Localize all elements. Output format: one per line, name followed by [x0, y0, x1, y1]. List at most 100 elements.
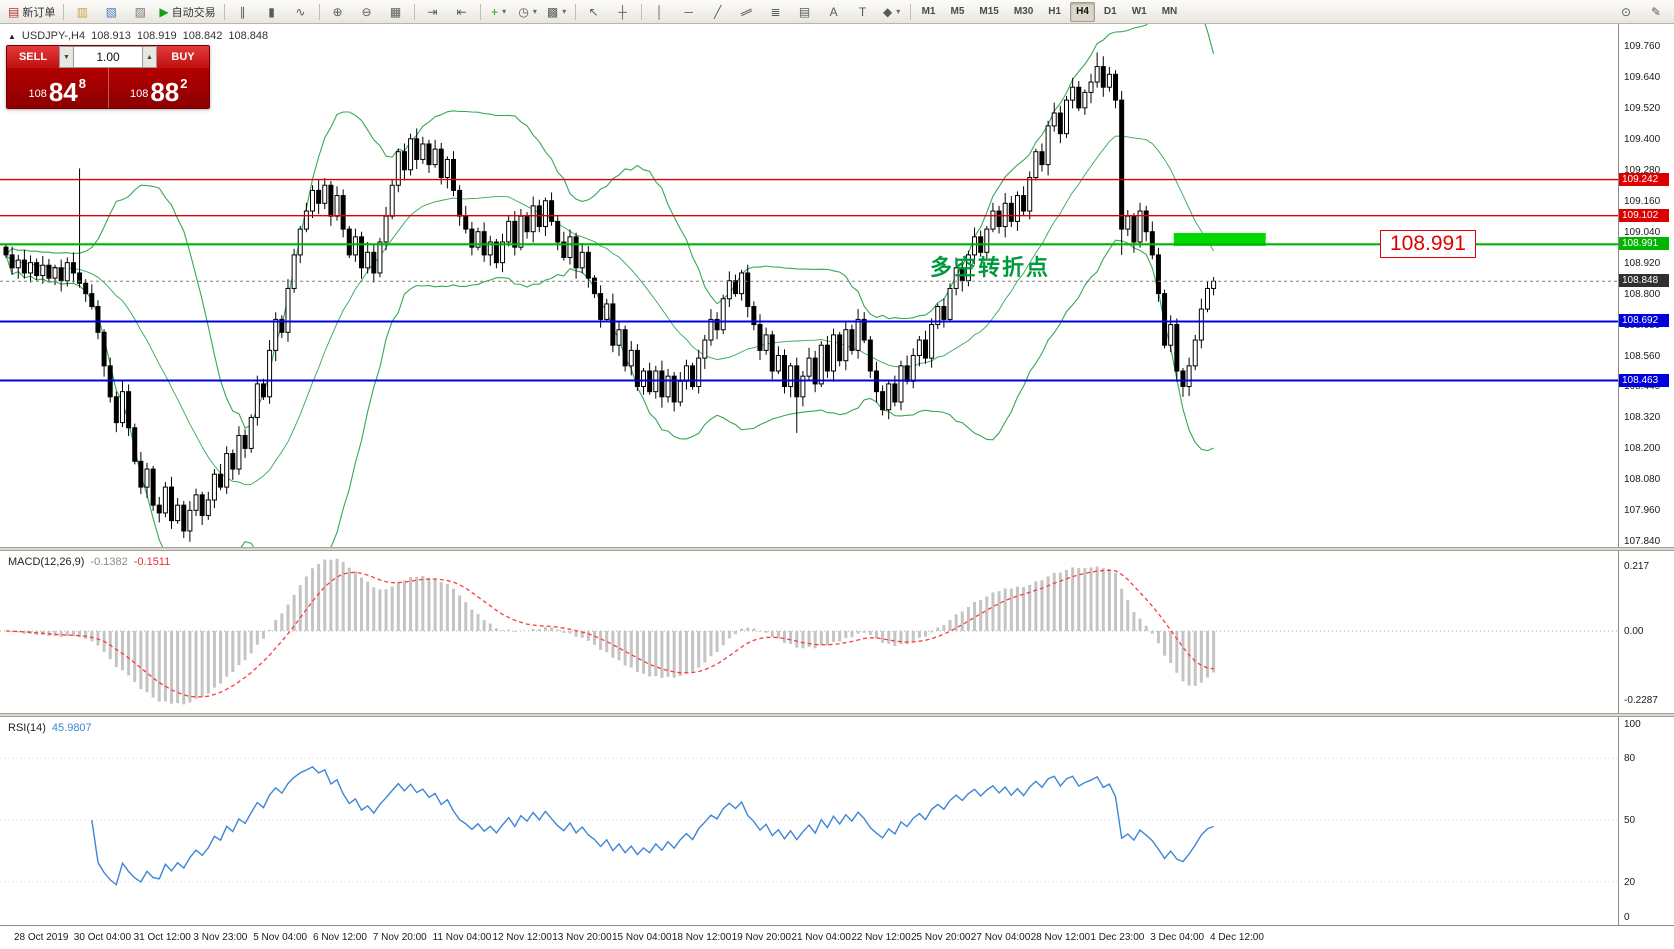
shapes-grid-icon: ▤ [798, 4, 811, 19]
text-button[interactable]: A [820, 1, 848, 23]
fibonacci-button[interactable]: ≣ [762, 1, 790, 23]
sell-price-pip: 8 [78, 76, 86, 91]
search-button[interactable]: ⊙ [1612, 1, 1640, 23]
axis-tick-label: 0.00 [1624, 626, 1644, 637]
collapse-arrow-icon[interactable]: ▲ [8, 31, 16, 41]
indicators-button[interactable]: + ▾ [485, 1, 513, 23]
zoom-in-button[interactable]: ⊕ [324, 1, 352, 23]
line-chart-button[interactable]: ∿ [287, 1, 315, 23]
rsi-panel-separator[interactable] [0, 713, 1674, 717]
chart-shift-button[interactable]: ⇤ [448, 1, 476, 23]
macd-panel-separator[interactable] [0, 547, 1674, 551]
macd-indicator-panel[interactable] [0, 551, 1618, 713]
timeframe-m5[interactable]: M5 [950, 6, 965, 17]
cursor-button[interactable]: ↖ [580, 1, 608, 23]
time-axis-label: 4 Dec 12:00 [1210, 932, 1264, 943]
timeframe-d1[interactable]: D1 [1103, 6, 1117, 17]
time-axis-label: 6 Nov 12:00 [313, 932, 367, 943]
axis-tick-label: 80 [1624, 753, 1636, 765]
axis-tick-label: 107.840 [1624, 536, 1661, 548]
new-order-button[interactable]: ▤ 新订单 [4, 1, 59, 23]
timeframe-m30[interactable]: M30 [1013, 6, 1034, 17]
axis-tick-label: 107.960 [1624, 505, 1661, 517]
time-axis-label: 15 Nov 04:00 [612, 932, 672, 943]
time-axis-label: 13 Nov 20:00 [552, 932, 612, 943]
search-icon: ⊙ [1620, 4, 1632, 19]
price-tag: 108.692 [1619, 314, 1669, 328]
macd-title: MACD(12,26,9) [8, 556, 85, 568]
chart-info-line: ▲ USDJPY-,H4 108.913 108.919 108.842 108… [8, 30, 268, 42]
shapes-grid-button[interactable]: ▤ [791, 1, 819, 23]
time-axis-label: 7 Nov 20:00 [372, 932, 427, 943]
horizontal-line-button[interactable]: ─ [675, 1, 703, 23]
timeframe-w1[interactable]: W1 [1131, 6, 1147, 17]
auto-scroll-icon: ⇥ [427, 4, 438, 19]
timeframe-h1[interactable]: H1 [1048, 6, 1062, 17]
timeframe-m15[interactable]: M15 [979, 6, 999, 17]
text-label-icon: T [858, 4, 867, 19]
text-label-button[interactable]: T [849, 1, 877, 23]
toolbar-separator [479, 3, 481, 20]
arrows-button[interactable]: ◆ ▾ [878, 1, 906, 23]
buy-price-pip: 2 [180, 76, 188, 91]
candlestick-button[interactable]: ▮ [258, 1, 286, 23]
edit-button[interactable]: ✎ [1642, 1, 1670, 23]
time-axis-label: 3 Dec 04:00 [1150, 932, 1205, 943]
timeframe-m1[interactable]: M1 [921, 6, 936, 17]
vertical-line-icon: │ [655, 4, 664, 19]
main-price-chart[interactable] [0, 24, 1618, 547]
volume-input[interactable]: 1.00 [74, 46, 142, 68]
bar-chart-button[interactable]: ∥ [229, 1, 257, 23]
timeframe-h4[interactable]: H4 [1070, 1, 1095, 22]
axis-tick-label: 108.800 [1624, 288, 1661, 300]
autotrading-icon: ▶ [159, 4, 169, 19]
new-order-icon: ▤ [8, 4, 20, 19]
data-window-button[interactable]: ▧ [97, 1, 125, 23]
buy-price[interactable]: 108 88 2 [109, 68, 210, 108]
trendline-button[interactable]: ╱ [704, 1, 732, 23]
dropdown-caret-icon: ▾ [896, 7, 901, 16]
data-window-icon: ▧ [105, 4, 118, 19]
price-axis[interactable]: 109.760 109.640 109.520 109.400 109.280 109.1… [1618, 24, 1674, 925]
channel-button[interactable]: ∥ [733, 1, 761, 23]
auto-scroll-button[interactable]: ⇥ [419, 1, 447, 23]
periods-button[interactable]: ◷ ▾ [514, 1, 542, 23]
axis-tick-label: 109.640 [1624, 71, 1661, 83]
one-click-trade-widget: SELL ▼ 1.00 ▲ BUY 108 84 8 108 88 2 [6, 45, 210, 109]
price-tag: 109.102 [1619, 208, 1669, 222]
time-axis-label: 5 Nov 04:00 [253, 932, 308, 943]
axis-tick-label: 0.217 [1624, 560, 1650, 572]
price-level-label[interactable]: 108.991 [1380, 230, 1476, 258]
crosshair-button[interactable]: ┼ [609, 1, 637, 23]
toolbar-right-group: ⊙ ✎ [1612, 1, 1670, 23]
autotrading-button[interactable]: ▶ 自动交易 [155, 1, 219, 23]
grid-button[interactable]: ▦ [382, 1, 410, 23]
edit-icon: ✎ [1650, 4, 1662, 19]
strategy-tester-icon: ▨ [134, 4, 147, 19]
volume-decrease-button[interactable]: ▼ [59, 46, 74, 68]
zoom-out-button[interactable]: ⊖ [353, 1, 381, 23]
time-axis-label: 31 Oct 12:00 [133, 932, 191, 943]
time-axis-label: 11 Nov 04:00 [432, 932, 492, 943]
market-watch-button[interactable]: ▥ [68, 1, 96, 23]
low-value: 108.842 [182, 30, 223, 42]
rsi-title: RSI(14) [8, 722, 46, 734]
vertical-line-button[interactable]: │ [646, 1, 674, 23]
toolbar-separator [223, 3, 225, 20]
time-axis-label: 27 Nov 04:00 [970, 932, 1031, 943]
buy-button[interactable]: BUY [157, 46, 209, 68]
time-axis[interactable]: 28 Oct 2019 30 Oct 04:00 31 Oct 12:00 3 Nov… [0, 925, 1674, 949]
toolbar-separator [640, 3, 642, 20]
rsi-label: RSI(14) 45.9807 [8, 722, 92, 734]
sell-button[interactable]: SELL [7, 46, 59, 68]
sell-price[interactable]: 108 84 8 [7, 68, 109, 108]
rsi-indicator-panel[interactable] [0, 717, 1618, 923]
strategy-tester-button[interactable]: ▨ [126, 1, 154, 23]
toolbar-separator [318, 3, 320, 20]
templates-button[interactable]: ▩ ▾ [543, 1, 571, 23]
turning-point-annotation[interactable]: 多空转折点 [930, 255, 1051, 280]
timeframe-mn[interactable]: MN [1161, 6, 1178, 17]
volume-increase-button[interactable]: ▲ [142, 46, 157, 68]
fibonacci-icon: ≣ [770, 4, 781, 19]
zoom-out-icon: ⊖ [361, 4, 372, 19]
